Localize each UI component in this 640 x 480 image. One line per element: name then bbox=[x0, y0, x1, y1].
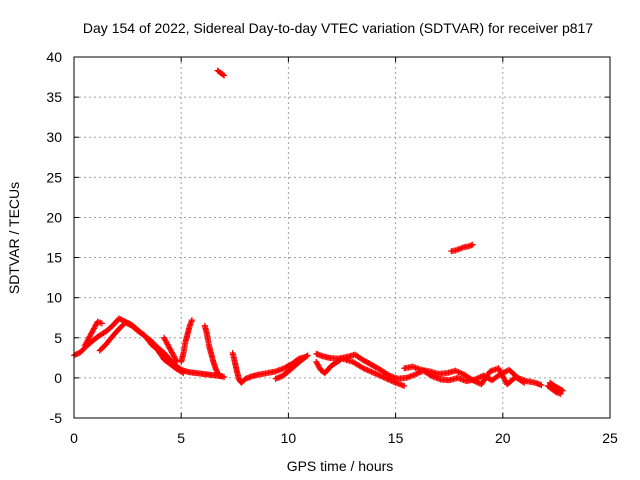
data-point bbox=[401, 382, 408, 389]
series-arc-7 bbox=[214, 67, 228, 79]
y-tick-label: 15 bbox=[46, 250, 62, 266]
series-arc-12 bbox=[401, 363, 528, 388]
data-layer bbox=[71, 67, 566, 397]
x-tick-label: 10 bbox=[281, 430, 297, 446]
data-point bbox=[391, 379, 398, 386]
data-point bbox=[377, 373, 384, 380]
data-point bbox=[98, 320, 105, 327]
data-point bbox=[369, 369, 376, 376]
data-point bbox=[384, 376, 391, 383]
x-tick-label: 20 bbox=[495, 430, 511, 446]
data-point bbox=[363, 366, 370, 373]
data-point bbox=[376, 372, 383, 379]
data-point bbox=[375, 371, 382, 378]
data-point bbox=[179, 369, 186, 376]
x-tick-label: 15 bbox=[388, 430, 404, 446]
data-point bbox=[221, 72, 228, 79]
series-arc-11 bbox=[313, 355, 408, 389]
y-tick-label: 30 bbox=[46, 129, 62, 145]
y-tick-label: 40 bbox=[46, 49, 62, 65]
data-point bbox=[521, 379, 528, 386]
data-point bbox=[385, 376, 392, 383]
series-arc-2 bbox=[96, 319, 187, 377]
series-arc-6 bbox=[201, 322, 228, 381]
data-point bbox=[389, 378, 396, 385]
y-axis-label: SDTVAR / TECUs bbox=[6, 182, 22, 294]
x-axis-label: GPS time / hours bbox=[287, 458, 394, 474]
series-arc-14 bbox=[544, 382, 564, 397]
data-point bbox=[303, 353, 310, 360]
data-point bbox=[173, 357, 180, 364]
y-tick-label: 10 bbox=[46, 290, 62, 306]
x-tick-label: 0 bbox=[70, 430, 78, 446]
data-point bbox=[372, 370, 379, 377]
series-arc-13 bbox=[448, 241, 476, 255]
data-point bbox=[371, 370, 378, 377]
series-arc-3 bbox=[81, 318, 105, 349]
data-point bbox=[559, 387, 566, 394]
y-tick-label: 5 bbox=[54, 330, 62, 346]
data-point bbox=[364, 367, 371, 374]
data-point bbox=[367, 368, 374, 375]
data-point bbox=[373, 371, 380, 378]
y-tick-label: 20 bbox=[46, 209, 62, 225]
series-arc-15 bbox=[546, 379, 566, 394]
data-point bbox=[538, 382, 545, 389]
y-tick-label: -5 bbox=[50, 410, 63, 426]
x-tick-label: 5 bbox=[177, 430, 185, 446]
data-point bbox=[361, 365, 368, 372]
data-point bbox=[520, 378, 527, 385]
data-point bbox=[368, 368, 375, 375]
y-tick-label: 35 bbox=[46, 89, 62, 105]
data-point bbox=[221, 374, 228, 381]
data-point bbox=[387, 377, 394, 384]
data-point bbox=[380, 374, 387, 381]
y-tick-label: 0 bbox=[54, 370, 62, 386]
data-point bbox=[388, 377, 395, 384]
y-tick-label: 25 bbox=[46, 169, 62, 185]
data-point bbox=[365, 367, 372, 374]
series-arc-9 bbox=[272, 352, 311, 382]
plot-frame bbox=[73, 56, 611, 419]
chart-title: Day 154 of 2022, Sidereal Day-to-day VTE… bbox=[83, 20, 593, 36]
data-point bbox=[383, 375, 390, 382]
data-point bbox=[381, 374, 388, 381]
data-point bbox=[360, 365, 367, 372]
x-tick-label: 25 bbox=[602, 430, 618, 446]
series-arc-4 bbox=[161, 334, 180, 365]
data-point bbox=[469, 241, 476, 248]
data-point bbox=[188, 317, 195, 324]
data-point bbox=[558, 387, 565, 394]
tick-layer: 0 5 10 15 20 25 -5 0 5 10 15 20 25 30 35 40 bbox=[46, 49, 618, 446]
series-arc-5 bbox=[178, 317, 195, 365]
data-point bbox=[220, 71, 227, 78]
data-point bbox=[304, 352, 311, 359]
data-point bbox=[379, 373, 386, 380]
data-point bbox=[180, 370, 187, 377]
